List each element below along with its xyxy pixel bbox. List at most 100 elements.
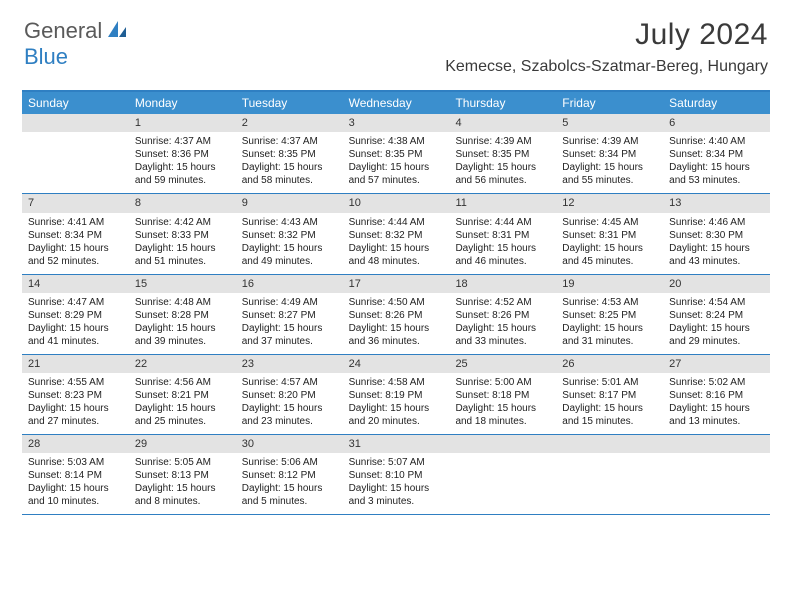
day-number: 3: [343, 114, 450, 132]
day-cell: 28Sunrise: 5:03 AMSunset: 8:14 PMDayligh…: [22, 435, 129, 514]
sunset-text: Sunset: 8:25 PM: [562, 309, 657, 322]
sunrise-text: Sunrise: 5:03 AM: [28, 456, 123, 469]
day-cell: 31 Sunrise: 5:07 AMSunset: 8:10 PMDayligh…: [343, 435, 450, 514]
sunset-text: Sunset: 8:33 PM: [135, 229, 230, 242]
day-cell: 7 Sunrise: 4:41 AMSunset: 8:34 PMDaylight…: [22, 194, 129, 273]
day-cell: 16Sunrise: 4:49 AMSunset: 8:27 PMDayligh…: [236, 275, 343, 354]
sunset-text: Sunset: 8:13 PM: [135, 469, 230, 482]
dow-cell: Tuesday: [236, 92, 343, 114]
day-cell: 15Sunrise: 4:48 AMSunset: 8:28 PMDayligh…: [129, 275, 236, 354]
day-cell: 22Sunrise: 4:56 AMSunset: 8:21 PMDayligh…: [129, 355, 236, 434]
sunrise-text: Sunrise: 5:05 AM: [135, 456, 230, 469]
sunrise-text: Sunrise: 5:06 AM: [242, 456, 337, 469]
title-block: July 2024 Kemecse, Szabolcs-Szatmar-Bere…: [445, 18, 768, 76]
sunset-text: Sunset: 8:31 PM: [455, 229, 550, 242]
day-body: Sunrise: 5:00 AMSunset: 8:18 PMDaylight:…: [449, 373, 556, 434]
day-number: 27: [663, 355, 770, 373]
daylight-text: Daylight: 15 hours and 13 minutes.: [669, 402, 764, 428]
sunset-text: Sunset: 8:27 PM: [242, 309, 337, 322]
day-number: 22: [129, 355, 236, 373]
day-number: 24: [343, 355, 450, 373]
day-body: Sunrise: 4:58 AMSunset: 8:19 PMDaylight:…: [343, 373, 450, 434]
day-number: 7: [22, 194, 129, 212]
day-cell: 23Sunrise: 4:57 AMSunset: 8:20 PMDayligh…: [236, 355, 343, 434]
sunset-text: Sunset: 8:34 PM: [669, 148, 764, 161]
day-body: Sunrise: 4:46 AMSunset: 8:30 PMDaylight:…: [663, 213, 770, 274]
daylight-text: Daylight: 15 hours and 41 minutes.: [28, 322, 123, 348]
day-number: 30: [236, 435, 343, 453]
sunrise-text: Sunrise: 4:58 AM: [349, 376, 444, 389]
sunrise-text: Sunrise: 5:00 AM: [455, 376, 550, 389]
daylight-text: Daylight: 15 hours and 15 minutes.: [562, 402, 657, 428]
brand-part1: General: [24, 18, 102, 44]
sunrise-text: Sunrise: 4:44 AM: [455, 216, 550, 229]
sunrise-text: Sunrise: 4:47 AM: [28, 296, 123, 309]
daylight-text: Daylight: 15 hours and 37 minutes.: [242, 322, 337, 348]
day-body: Sunrise: 4:54 AMSunset: 8:24 PMDaylight:…: [663, 293, 770, 354]
day-body: Sunrise: 4:49 AMSunset: 8:27 PMDaylight:…: [236, 293, 343, 354]
brand-logo: General: [24, 18, 130, 44]
day-number: 8: [129, 194, 236, 212]
day-number: 26: [556, 355, 663, 373]
week-row: 1Sunrise: 4:37 AMSunset: 8:36 PMDaylight…: [22, 114, 770, 194]
day-number: 20: [663, 275, 770, 293]
day-number: 5: [556, 114, 663, 132]
sunset-text: Sunset: 8:36 PM: [135, 148, 230, 161]
day-number: 11: [449, 194, 556, 212]
sunrise-text: Sunrise: 4:50 AM: [349, 296, 444, 309]
sunset-text: Sunset: 8:34 PM: [562, 148, 657, 161]
day-number: 31: [343, 435, 450, 453]
day-body: Sunrise: 5:05 AMSunset: 8:13 PMDaylight:…: [129, 453, 236, 514]
empty-day-bar: [22, 114, 129, 132]
day-cell: 21Sunrise: 4:55 AMSunset: 8:23 PMDayligh…: [22, 355, 129, 434]
daylight-text: Daylight: 15 hours and 46 minutes.: [455, 242, 550, 268]
empty-day-bar: [663, 435, 770, 453]
header: General July 2024 Kemecse, Szabolcs-Szat…: [0, 0, 792, 82]
daylight-text: Daylight: 15 hours and 52 minutes.: [28, 242, 123, 268]
day-number: 23: [236, 355, 343, 373]
sunrise-text: Sunrise: 4:41 AM: [28, 216, 123, 229]
day-of-week-row: SundayMondayTuesdayWednesdayThursdayFrid…: [22, 92, 770, 114]
dow-cell: Saturday: [663, 92, 770, 114]
sunset-text: Sunset: 8:18 PM: [455, 389, 550, 402]
daylight-text: Daylight: 15 hours and 23 minutes.: [242, 402, 337, 428]
sunrise-text: Sunrise: 4:43 AM: [242, 216, 337, 229]
day-body: Sunrise: 4:45 AMSunset: 8:31 PMDaylight:…: [556, 213, 663, 274]
daylight-text: Daylight: 15 hours and 48 minutes.: [349, 242, 444, 268]
weeks-container: 1Sunrise: 4:37 AMSunset: 8:36 PMDaylight…: [22, 114, 770, 515]
sunset-text: Sunset: 8:21 PM: [135, 389, 230, 402]
empty-day-bar: [556, 435, 663, 453]
day-number: 6: [663, 114, 770, 132]
sunrise-text: Sunrise: 5:02 AM: [669, 376, 764, 389]
daylight-text: Daylight: 15 hours and 45 minutes.: [562, 242, 657, 268]
day-body: Sunrise: 4:57 AMSunset: 8:20 PMDaylight:…: [236, 373, 343, 434]
daylight-text: Daylight: 15 hours and 3 minutes.: [349, 482, 444, 508]
day-cell: 13Sunrise: 4:46 AMSunset: 8:30 PMDayligh…: [663, 194, 770, 273]
day-number: 21: [22, 355, 129, 373]
sunset-text: Sunset: 8:35 PM: [242, 148, 337, 161]
sunrise-text: Sunrise: 4:38 AM: [349, 135, 444, 148]
day-body: Sunrise: 4:37 AMSunset: 8:36 PMDaylight:…: [129, 132, 236, 193]
sunset-text: Sunset: 8:10 PM: [349, 469, 444, 482]
empty-day-cell: [663, 435, 770, 514]
daylight-text: Daylight: 15 hours and 29 minutes.: [669, 322, 764, 348]
sunrise-text: Sunrise: 4:56 AM: [135, 376, 230, 389]
sunset-text: Sunset: 8:14 PM: [28, 469, 123, 482]
day-body: Sunrise: 4:37 AMSunset: 8:35 PMDaylight:…: [236, 132, 343, 193]
day-body: Sunrise: 4:47 AMSunset: 8:29 PMDaylight:…: [22, 293, 129, 354]
daylight-text: Daylight: 15 hours and 20 minutes.: [349, 402, 444, 428]
day-cell: 12Sunrise: 4:45 AMSunset: 8:31 PMDayligh…: [556, 194, 663, 273]
sunset-text: Sunset: 8:12 PM: [242, 469, 337, 482]
daylight-text: Daylight: 15 hours and 53 minutes.: [669, 161, 764, 187]
sunset-text: Sunset: 8:34 PM: [28, 229, 123, 242]
sunrise-text: Sunrise: 5:07 AM: [349, 456, 444, 469]
sunrise-text: Sunrise: 4:57 AM: [242, 376, 337, 389]
daylight-text: Daylight: 15 hours and 59 minutes.: [135, 161, 230, 187]
daylight-text: Daylight: 15 hours and 27 minutes.: [28, 402, 123, 428]
day-cell: 11 Sunrise: 4:44 AMSunset: 8:31 PMDayligh…: [449, 194, 556, 273]
sunset-text: Sunset: 8:35 PM: [455, 148, 550, 161]
day-cell: 19Sunrise: 4:53 AMSunset: 8:25 PMDayligh…: [556, 275, 663, 354]
day-cell: 25Sunrise: 5:00 AMSunset: 8:18 PMDayligh…: [449, 355, 556, 434]
sunset-text: Sunset: 8:28 PM: [135, 309, 230, 322]
sail-icon: [106, 19, 128, 44]
